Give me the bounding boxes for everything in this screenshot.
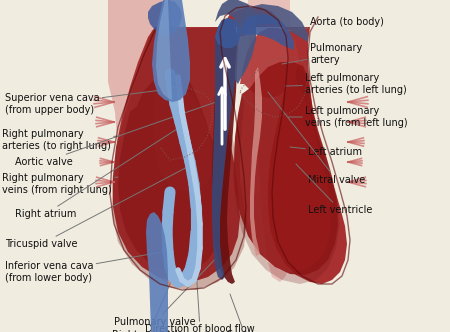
Polygon shape [152,0,190,102]
Text: Left ventricle: Left ventricle [296,164,373,215]
Polygon shape [108,0,175,287]
Polygon shape [153,72,213,192]
Text: Inferior vena cava
(from lower body): Inferior vena cava (from lower body) [5,252,162,283]
Polygon shape [146,212,168,332]
Polygon shape [234,62,338,275]
Text: Left pulmonary
veins (from left lung): Left pulmonary veins (from left lung) [288,106,408,128]
Text: Superior vena cava
(from upper body): Superior vena cava (from upper body) [5,90,162,115]
Polygon shape [156,0,172,100]
Polygon shape [148,0,182,36]
Text: Septum: Septum [226,294,264,332]
Polygon shape [248,0,302,282]
Text: Left atrium: Left atrium [290,147,362,157]
Text: Aorta (to body): Aorta (to body) [280,17,384,32]
Polygon shape [112,27,247,290]
Text: Right pulmonary
arteries (to right lung): Right pulmonary arteries (to right lung) [2,129,120,151]
Polygon shape [240,14,294,50]
Text: Left pulmonary
arteries (to left lung): Left pulmonary arteries (to left lung) [285,73,407,95]
Polygon shape [212,24,238,284]
Text: Direction of blood flow: Direction of blood flow [145,267,255,332]
Text: Right pulmonary
veins (from right lung): Right pulmonary veins (from right lung) [2,173,118,195]
Text: Mitral valve: Mitral valve [268,92,365,185]
Polygon shape [212,18,237,280]
Polygon shape [113,7,347,284]
Polygon shape [250,67,262,256]
Polygon shape [215,18,240,48]
Text: Pulmonary
artery: Pulmonary artery [282,43,362,65]
Text: Tricuspid valve: Tricuspid valve [5,164,193,249]
Polygon shape [215,0,256,84]
Polygon shape [153,72,213,192]
Text: Aortic valve: Aortic valve [15,102,216,167]
Polygon shape [118,74,226,274]
Text: Right ventricle: Right ventricle [112,284,184,332]
Polygon shape [236,4,308,42]
Text: Right atrium: Right atrium [15,127,180,219]
Polygon shape [233,66,340,284]
Polygon shape [240,28,298,98]
Text: Pulmonary valve: Pulmonary valve [114,252,222,327]
